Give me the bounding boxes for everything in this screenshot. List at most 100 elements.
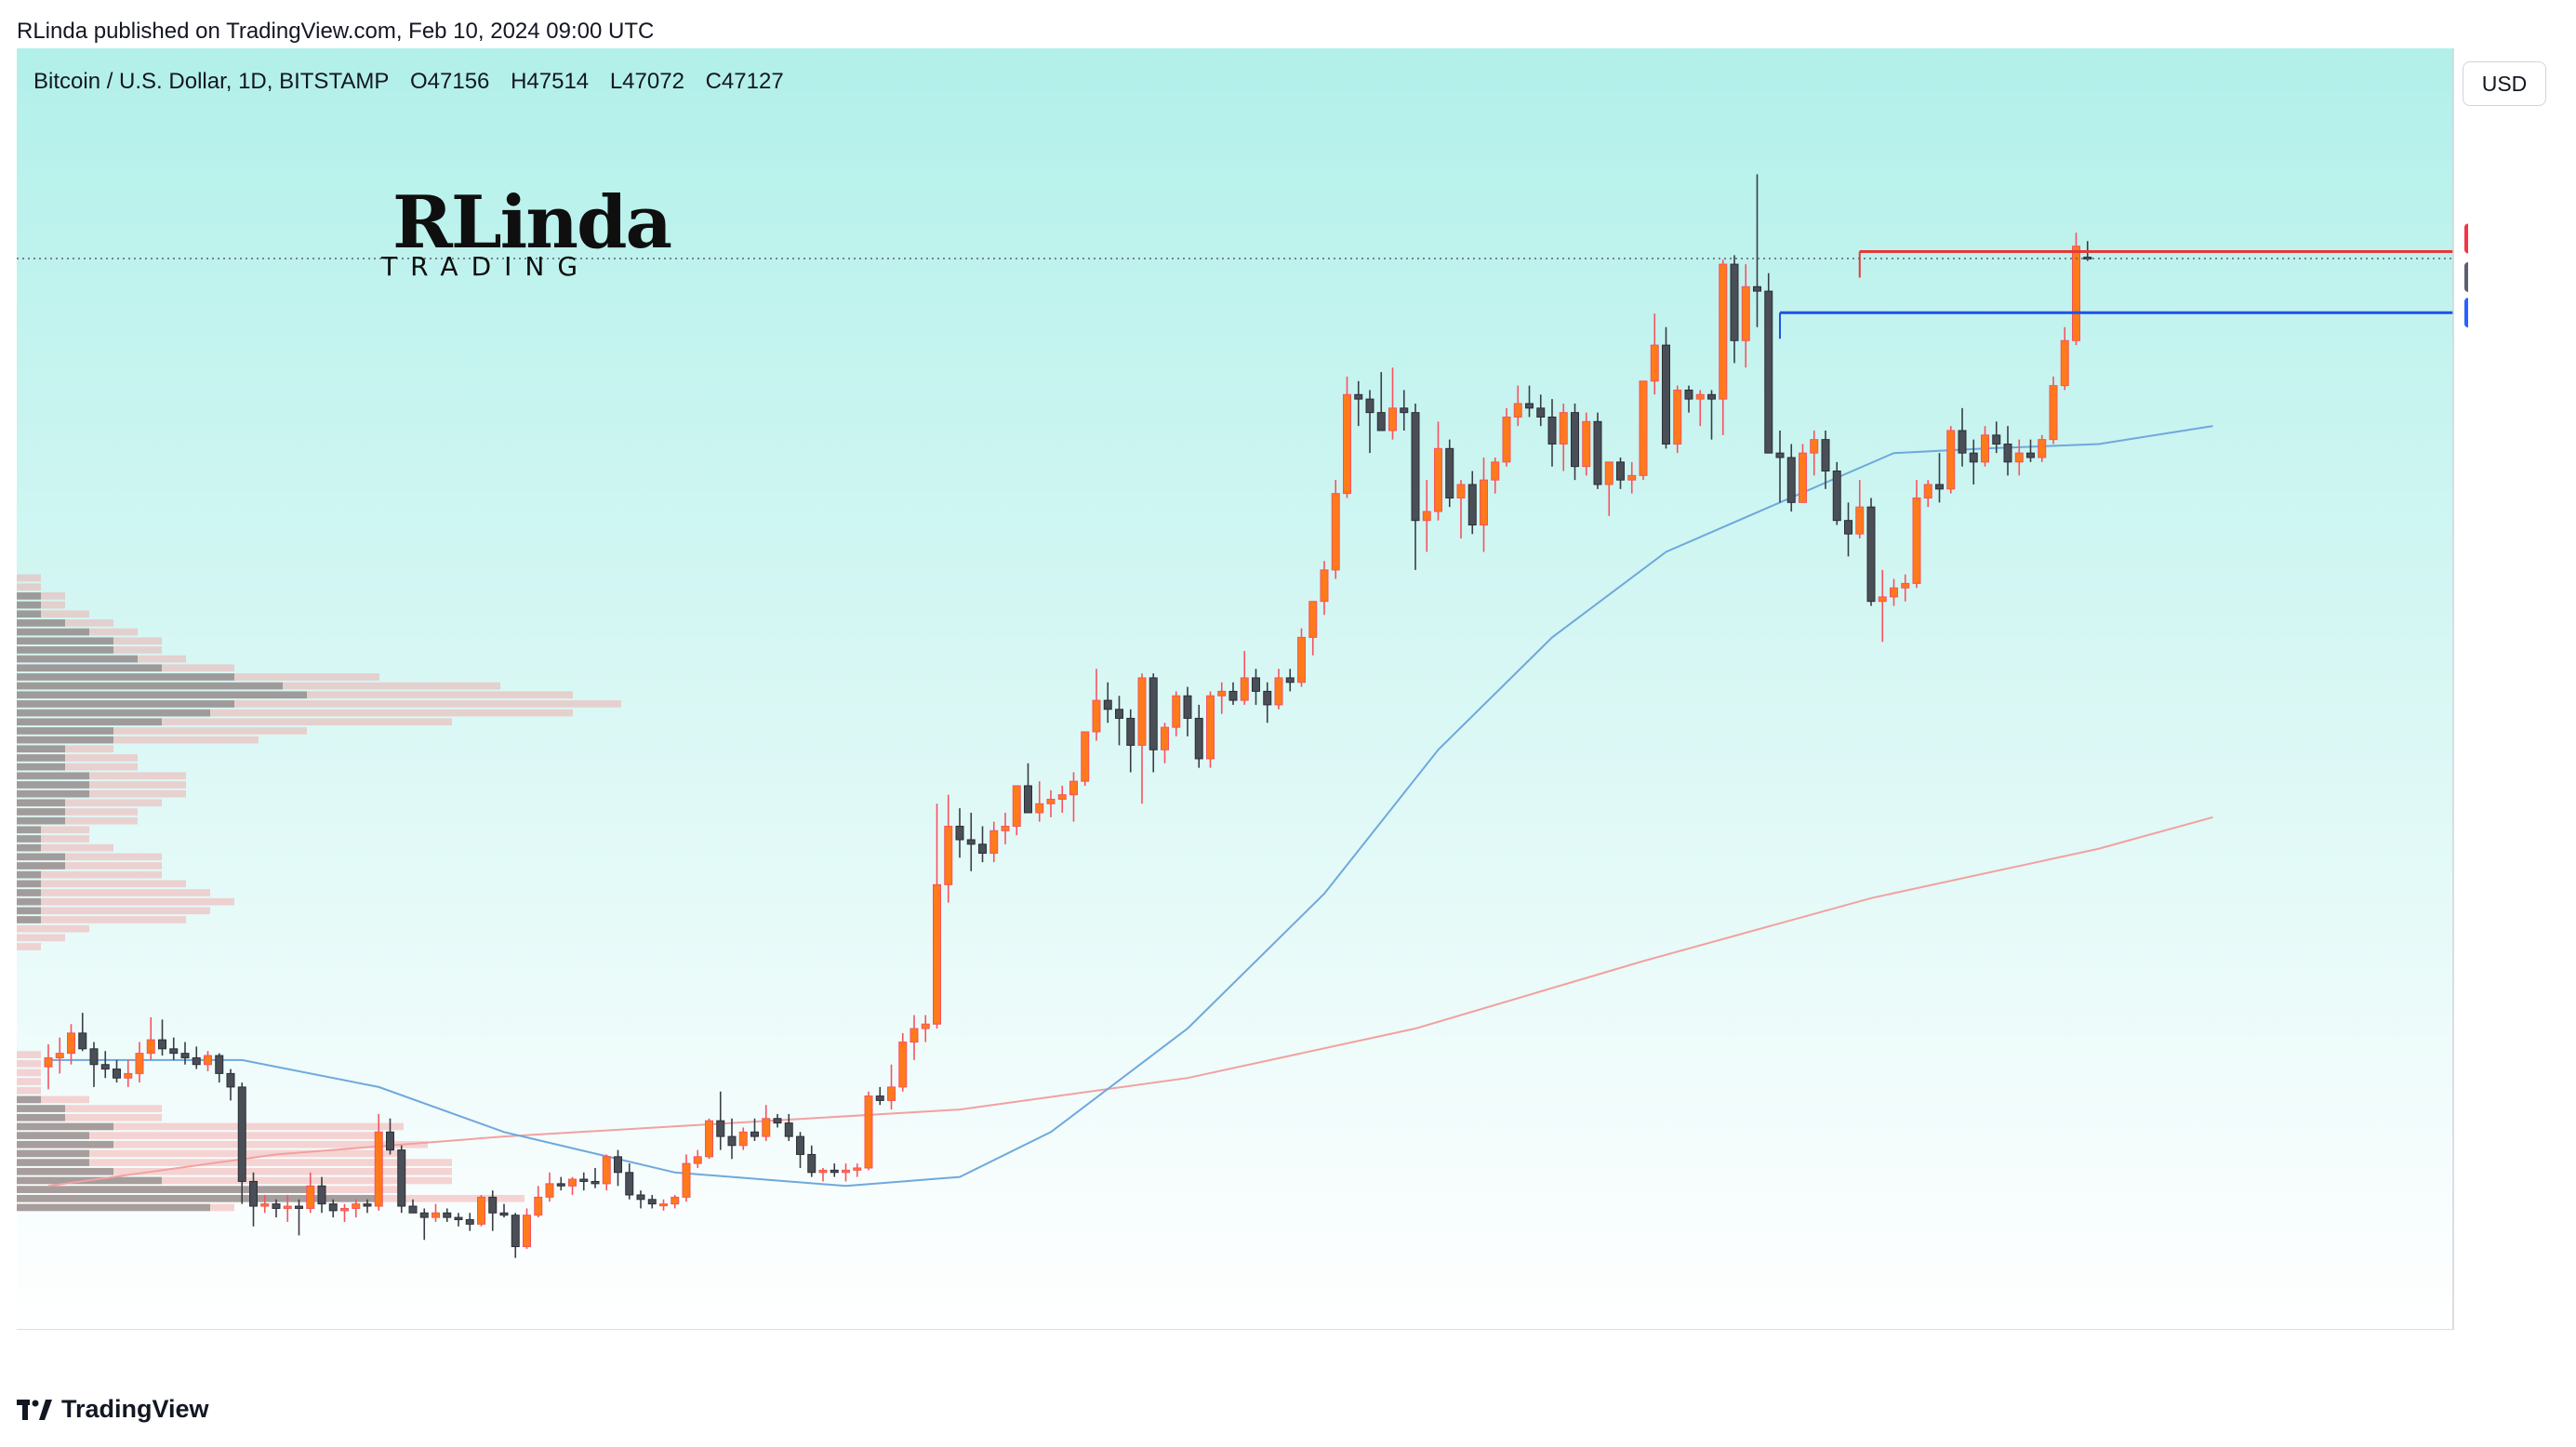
candle-body: [44, 1056, 53, 1068]
candle-body: [454, 1216, 463, 1221]
volume-profile-bar: [17, 1105, 162, 1112]
candle-body: [1411, 412, 1420, 522]
candle-body: [180, 1053, 190, 1058]
candle-body: [1662, 344, 1670, 445]
candle-body: [78, 1032, 87, 1050]
volume-profile-bar: [17, 1132, 379, 1139]
volume-profile-bar: [17, 1149, 404, 1158]
volume-profile-bar: [17, 916, 41, 923]
candle-body: [1217, 690, 1227, 697]
candle-body: [1081, 731, 1090, 782]
chart-area[interactable]: 2400026000280003000032000340003600038000…: [17, 48, 2566, 1371]
candle-body: [511, 1215, 520, 1248]
candle-body: [1206, 695, 1215, 760]
candle-body: [1890, 587, 1898, 598]
volume-profile-bar: [17, 1095, 89, 1104]
candle-body: [1502, 416, 1511, 463]
candle-body: [260, 1203, 270, 1207]
candle-body: [1252, 677, 1260, 692]
candle-body: [1012, 785, 1021, 827]
candle-body: [784, 1122, 793, 1137]
tradingview-footer[interactable]: TradingView: [17, 1395, 209, 1424]
volume-profile-bar: [17, 754, 138, 762]
volume-profile-bar: [17, 754, 65, 762]
candle-body: [283, 1205, 292, 1209]
candle-body: [1024, 785, 1032, 814]
candle-body: [762, 1118, 771, 1137]
volume-profile-bar: [17, 592, 65, 600]
candle-body: [1400, 407, 1409, 414]
candle-body: [1912, 498, 1921, 584]
candle-body: [1274, 677, 1283, 706]
candle-body: [408, 1205, 418, 1214]
candle-body: [306, 1185, 315, 1209]
volume-profile-bar: [17, 916, 186, 923]
candle-body: [135, 1053, 144, 1074]
candle-body: [2003, 443, 2012, 463]
volume-profile-bar: [17, 745, 113, 753]
candle-body: [602, 1156, 611, 1185]
logo-top-text: RLinda: [392, 180, 672, 265]
candle-body: [1149, 677, 1158, 750]
volume-profile-bar: [17, 610, 41, 618]
candle-body: [113, 1069, 121, 1079]
volume-profile-bar: [17, 682, 500, 690]
volume-profile-bar: [17, 610, 89, 618]
candle-body: [169, 1048, 179, 1055]
candle-body: [363, 1203, 372, 1207]
candle-body: [1923, 484, 1932, 499]
candle-body: [1365, 398, 1374, 414]
candle-body: [1285, 677, 1295, 684]
volume-profile-bar: [17, 628, 138, 636]
volume-profile-bar: [17, 583, 41, 591]
volume-profile-bar: [17, 718, 162, 726]
candle-body: [499, 1212, 509, 1216]
candle-body: [1878, 596, 1887, 603]
currency-button[interactable]: USD: [2463, 61, 2546, 106]
candle-body: [1582, 420, 1591, 468]
candle-body: [1855, 506, 1865, 535]
candle-body: [1981, 434, 1989, 463]
price-chart[interactable]: 2400026000280003000032000340003600038000…: [17, 48, 2566, 1371]
volume-profile-bar: [17, 646, 162, 654]
volume-profile-bar: [17, 862, 162, 870]
volume-profile-bar: [17, 673, 234, 681]
volume-profile-bar: [17, 907, 41, 915]
volume-profile-bar: [17, 1078, 41, 1085]
candle-body: [1172, 695, 1181, 728]
candle-body: [1434, 447, 1442, 512]
candle-body: [249, 1180, 258, 1207]
volume-profile-bar: [17, 843, 41, 852]
volume-profile-bar: [17, 808, 138, 816]
volume-profile-bar: [17, 1176, 452, 1185]
volume-profile-bar: [17, 934, 65, 942]
candle-body: [2026, 452, 2035, 458]
volume-profile-bar: [17, 763, 138, 771]
volume-profile-bar: [17, 870, 41, 879]
candle-body: [1536, 407, 1546, 418]
candle-body: [875, 1095, 884, 1101]
volume-profile-bar: [17, 700, 621, 708]
candle-body: [1799, 452, 1807, 503]
volume-profile-bar: [17, 870, 162, 879]
candle-body: [1445, 447, 1454, 499]
open-value: O47156: [410, 69, 490, 94]
volume-profile-bar: [17, 853, 65, 861]
candle-body: [1115, 709, 1123, 719]
volume-profile-bar: [17, 619, 65, 627]
candle-body: [1331, 493, 1340, 571]
volume-profile-bar: [17, 880, 41, 888]
volume-profile-bar: [17, 1086, 41, 1095]
publisher-line: RLinda published on TradingView.com, Feb…: [17, 19, 655, 44]
candle-body: [374, 1131, 383, 1207]
candle-body: [830, 1169, 839, 1174]
candle-body: [796, 1135, 804, 1155]
candle-body: [1753, 285, 1761, 292]
volume-profile-bar: [17, 691, 307, 699]
candle-body: [1240, 677, 1249, 701]
logo-bottom-text: TRADING: [381, 251, 591, 282]
candle-body: [1741, 285, 1750, 341]
volume-profile-bar: [17, 1149, 89, 1158]
candle-body: [1593, 420, 1602, 485]
volume-profile-bar: [17, 772, 89, 780]
